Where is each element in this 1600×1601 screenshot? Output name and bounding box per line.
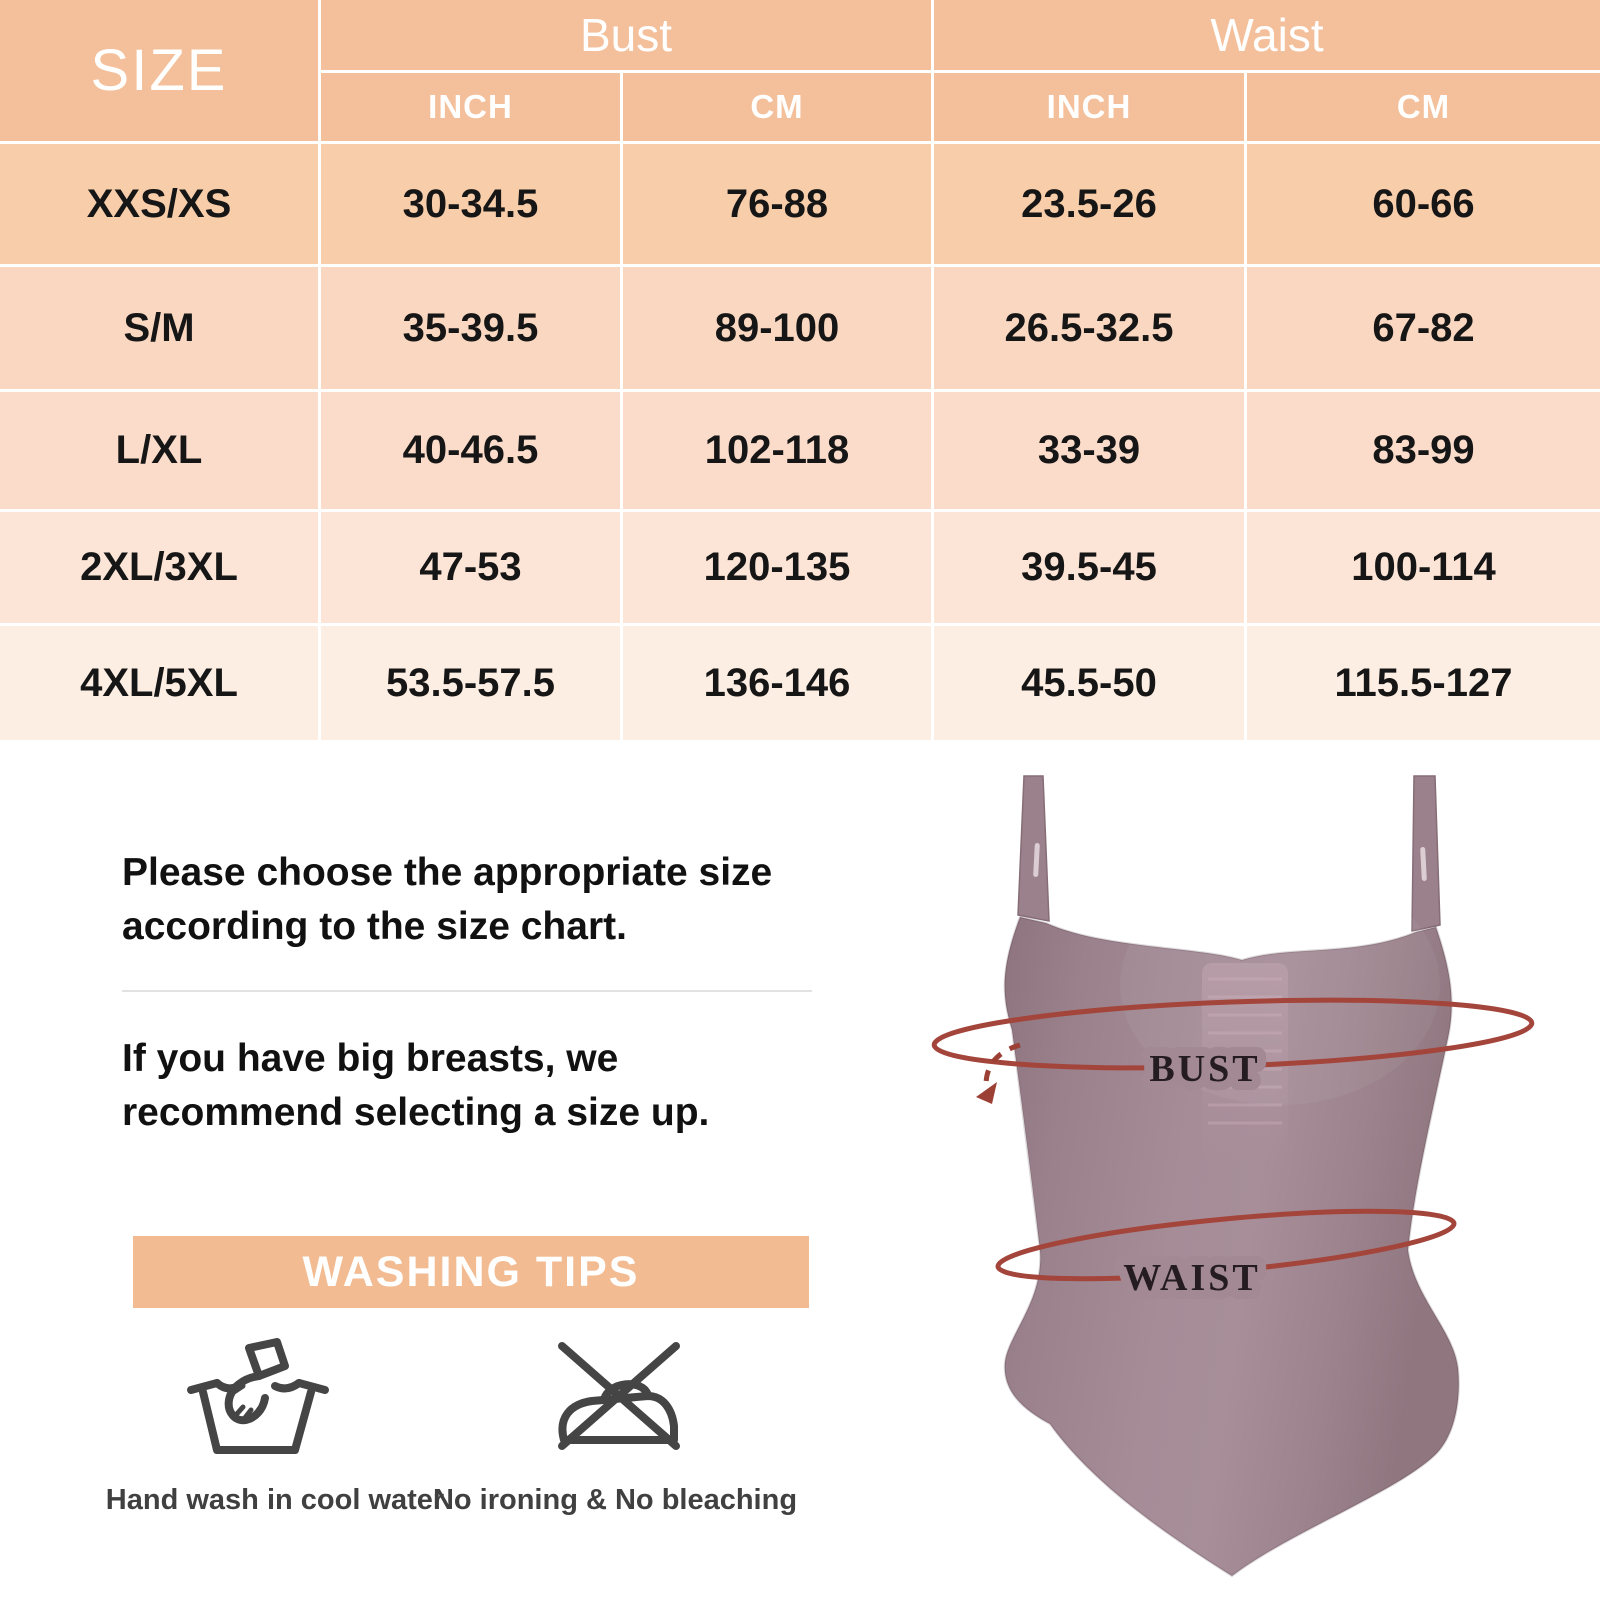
waist-cm-cell: 115.5-127 (1247, 626, 1600, 740)
bust-cm-header: CM (623, 73, 931, 141)
bust-inch-cell: 30-34.5 (321, 144, 620, 264)
tape-arrowhead (976, 1082, 997, 1104)
size-column-header: SIZE (0, 0, 318, 141)
size-cell: 4XL/5XL (0, 626, 318, 740)
bodysuit-diagram: BUST BUST WAIST WAIST (850, 735, 1550, 1601)
waist-label-halo: WAIST (1123, 1257, 1261, 1299)
waist-inch-header: INCH (934, 73, 1244, 141)
bust-group-header: Bust (321, 0, 931, 70)
waist-group-header: Waist (934, 0, 1600, 70)
waist-cm-cell: 83-99 (1247, 392, 1600, 509)
note-line: If you have big breasts, we (122, 1037, 619, 1080)
no-iron-caption: No ironing & No bleaching (432, 1484, 798, 1516)
bust-inch-cell: 53.5-57.5 (321, 626, 620, 740)
waist-cm-header: CM (1247, 73, 1600, 141)
bust-label-halo: BUST (1149, 1048, 1260, 1090)
waist-label: WAIST (1123, 1257, 1261, 1299)
size-cell: 2XL/3XL (0, 512, 318, 623)
left-strap-adjuster (1033, 842, 1040, 877)
bodysuit-illustration: BUST BUST WAIST WAIST (931, 775, 1535, 1578)
note-line: Please choose the appropriate size (122, 851, 773, 894)
waist-cm-cell: 100-114 (1247, 512, 1600, 623)
left-strap (1017, 775, 1050, 922)
right-strap-adjuster (1420, 846, 1427, 881)
bust-inch-cell: 35-39.5 (321, 267, 620, 389)
mesh-texture (1208, 977, 1282, 1125)
sizing-notes: Please choose the appropriate size accor… (122, 846, 842, 1140)
bust-cm-cell: 76-88 (623, 144, 931, 264)
size-cell: S/M (0, 267, 318, 389)
hand-wash-caption: Hand wash in cool water (105, 1484, 445, 1516)
size-cell: L/XL (0, 392, 318, 509)
bodysuit-body (1003, 915, 1460, 1578)
bust-inch-cell: 47-53 (321, 512, 620, 623)
bust-cm-cell: 102-118 (623, 392, 931, 509)
waist-cm-cell: 67-82 (1247, 267, 1600, 389)
bust-measure-line (931, 997, 1535, 1071)
bust-cm-cell: 136-146 (623, 626, 931, 740)
waist-measure-line (995, 1208, 1457, 1282)
waist-inch-cell: 39.5-45 (934, 512, 1244, 623)
size-cell: XXS/XS (0, 144, 318, 264)
mesh-panel (1202, 963, 1288, 1161)
right-strap (1411, 775, 1441, 932)
waist-inch-cell: 45.5-50 (934, 626, 1244, 740)
tape-curl (983, 1042, 1021, 1086)
bust-inch-header: INCH (321, 73, 620, 141)
bust-cm-cell: 89-100 (623, 267, 931, 389)
no-iron-icon (540, 1334, 698, 1471)
waist-cm-cell: 60-66 (1247, 144, 1600, 264)
hand-wash-icon (183, 1334, 333, 1471)
washing-tips-banner: WASHING TIPS (133, 1236, 809, 1308)
body-highlight (1120, 865, 1440, 1105)
note-line: recommend selecting a size up. (122, 1091, 710, 1134)
waist-inch-cell: 23.5-26 (934, 144, 1244, 264)
size-table: SIZE Bust Waist INCH CM INCH CM XXS/XS 3… (0, 0, 1600, 740)
waist-inch-cell: 33-39 (934, 392, 1244, 509)
waist-inch-cell: 26.5-32.5 (934, 267, 1244, 389)
bust-inch-cell: 40-46.5 (321, 392, 620, 509)
notes-divider (122, 990, 812, 992)
bust-cm-cell: 120-135 (623, 512, 931, 623)
bust-label: BUST (1149, 1048, 1260, 1090)
note-line: according to the size chart. (122, 905, 627, 948)
